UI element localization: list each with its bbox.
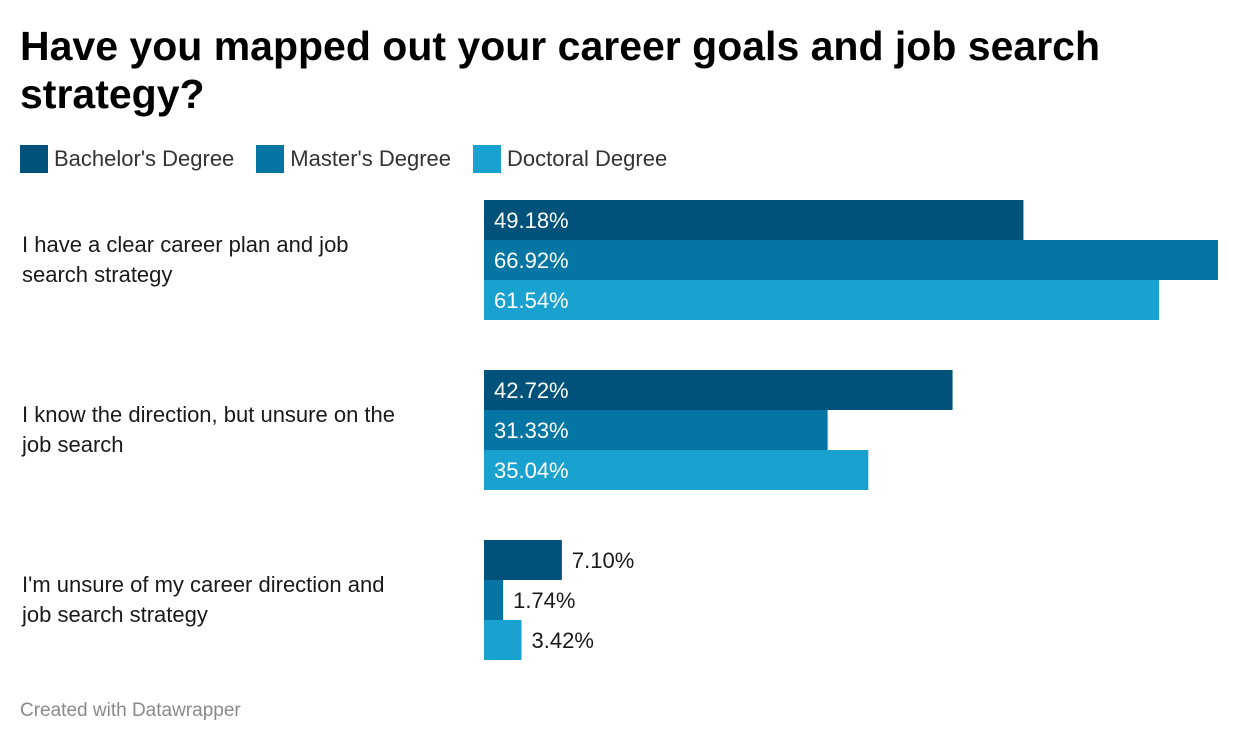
value-label-master-s-degree-1: 66.92% [494,248,569,273]
footer-credit: Created with Datawrapper [20,700,241,721]
bar-master-s-degree-1 [484,240,1218,280]
value-label-master-s-degree-3: 1.74% [513,588,575,613]
chart-title: Have you mapped out your career goals an… [20,23,1100,117]
legend-label-masters: Master's Degree [290,146,451,171]
bar-bachelor-s-degree-2 [484,370,953,410]
legend-swatch-doctoral [473,145,501,173]
value-label-master-s-degree-2: 31.33% [494,418,569,443]
bar-doctoral-degree-1 [484,280,1159,320]
value-label-doctoral-degree-1: 61.54% [494,288,569,313]
bar-master-s-degree-2 [484,410,828,450]
category-label-1: I have a clear career plan and job search… [22,232,349,287]
legend-item-bachelors: Bachelor's Degree [20,145,234,173]
value-label-bachelor-s-degree-3: 7.10% [572,548,634,573]
legend-swatch-masters [256,145,285,173]
legend-label-bachelors: Bachelor's Degree [54,146,235,171]
legend-swatch-bachelors [20,145,48,173]
legend-item-masters: Master's Degree [256,145,451,173]
value-label-doctoral-degree-3: 3.42% [532,628,594,653]
bar-bachelor-s-degree-3 [484,540,562,580]
value-label-doctoral-degree-2: 35.04% [494,458,569,483]
value-label-bachelor-s-degree-2: 42.72% [494,378,569,403]
bar-bachelor-s-degree-1 [484,200,1024,240]
bar-master-s-degree-3 [484,580,504,620]
bar-doctoral-degree-2 [484,450,869,490]
category-label-2: I know the direction, but unsure on the j… [21,402,395,457]
bar-doctoral-degree-3 [484,620,522,660]
legend-item-doctoral: Doctoral Degree [473,145,667,173]
legend: Bachelor's Degree Master's Degree Doctor… [20,144,689,174]
value-label-bachelor-s-degree-1: 49.18% [494,208,569,233]
legend-label-doctoral: Doctoral Degree [507,146,668,171]
category-label-3: I'm unsure of my career direction and job… [21,572,384,627]
